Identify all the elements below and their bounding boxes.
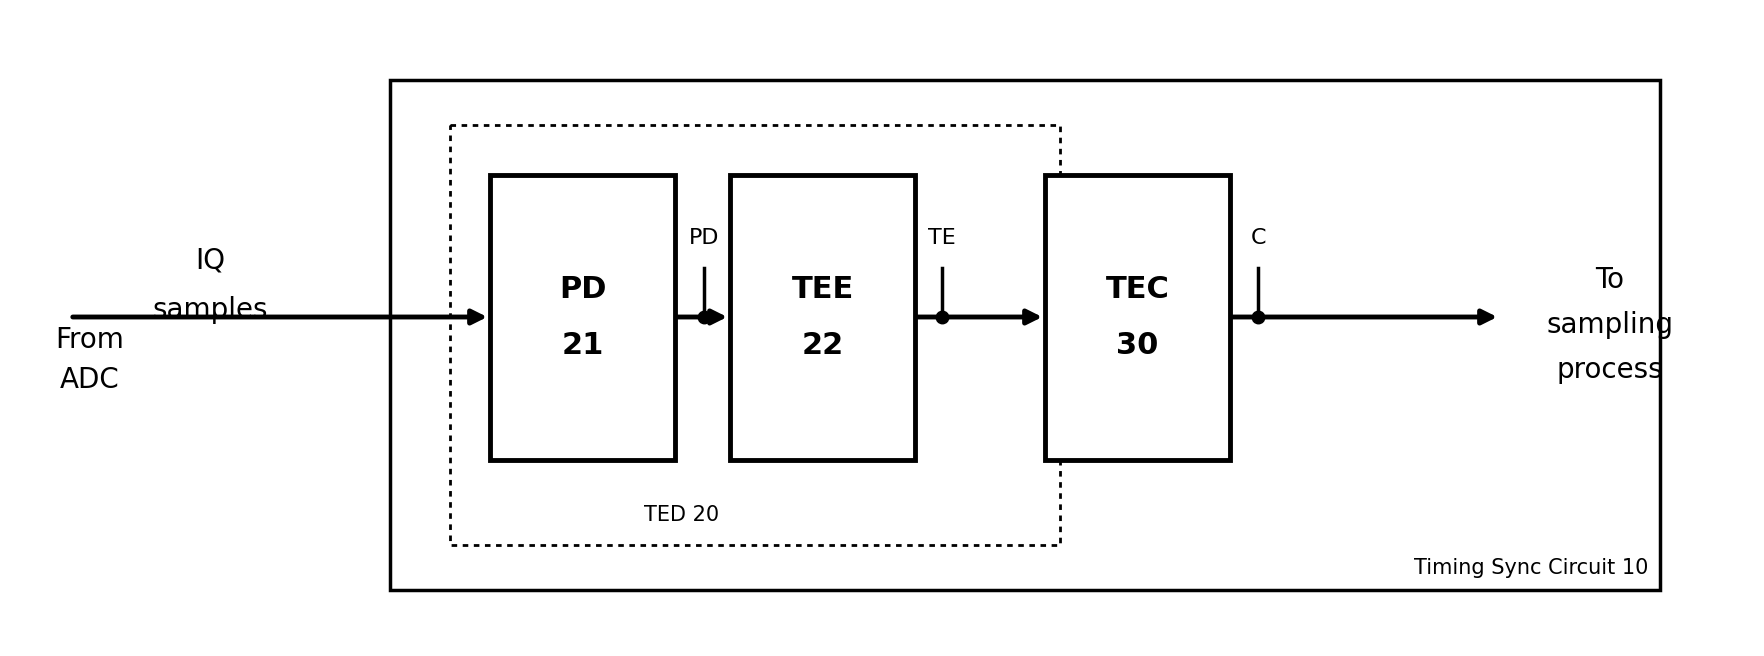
Text: ADC: ADC	[60, 366, 120, 394]
Text: TED 20: TED 20	[644, 505, 720, 525]
Text: IQ: IQ	[196, 246, 226, 274]
Bar	[450, 125, 1060, 545]
Text: 21: 21	[561, 331, 603, 360]
Text: 30: 30	[1117, 331, 1159, 360]
Text: TE: TE	[928, 228, 956, 248]
Text: From: From	[55, 326, 125, 354]
Bar	[390, 80, 1660, 590]
Bar	[730, 175, 916, 460]
Text: process: process	[1556, 356, 1663, 384]
Text: Timing Sync Circuit 10: Timing Sync Circuit 10	[1413, 558, 1648, 578]
Text: To: To	[1595, 266, 1625, 294]
Text: PD: PD	[559, 275, 607, 304]
Text: samples: samples	[152, 296, 268, 324]
Text: TEE: TEE	[792, 275, 854, 304]
Text: sampling: sampling	[1547, 311, 1674, 339]
Text: C: C	[1251, 228, 1267, 248]
Text: 22: 22	[801, 331, 843, 360]
Bar	[490, 175, 676, 460]
Text: PD: PD	[688, 228, 720, 248]
Text: TEC: TEC	[1106, 275, 1170, 304]
Bar	[1044, 175, 1230, 460]
